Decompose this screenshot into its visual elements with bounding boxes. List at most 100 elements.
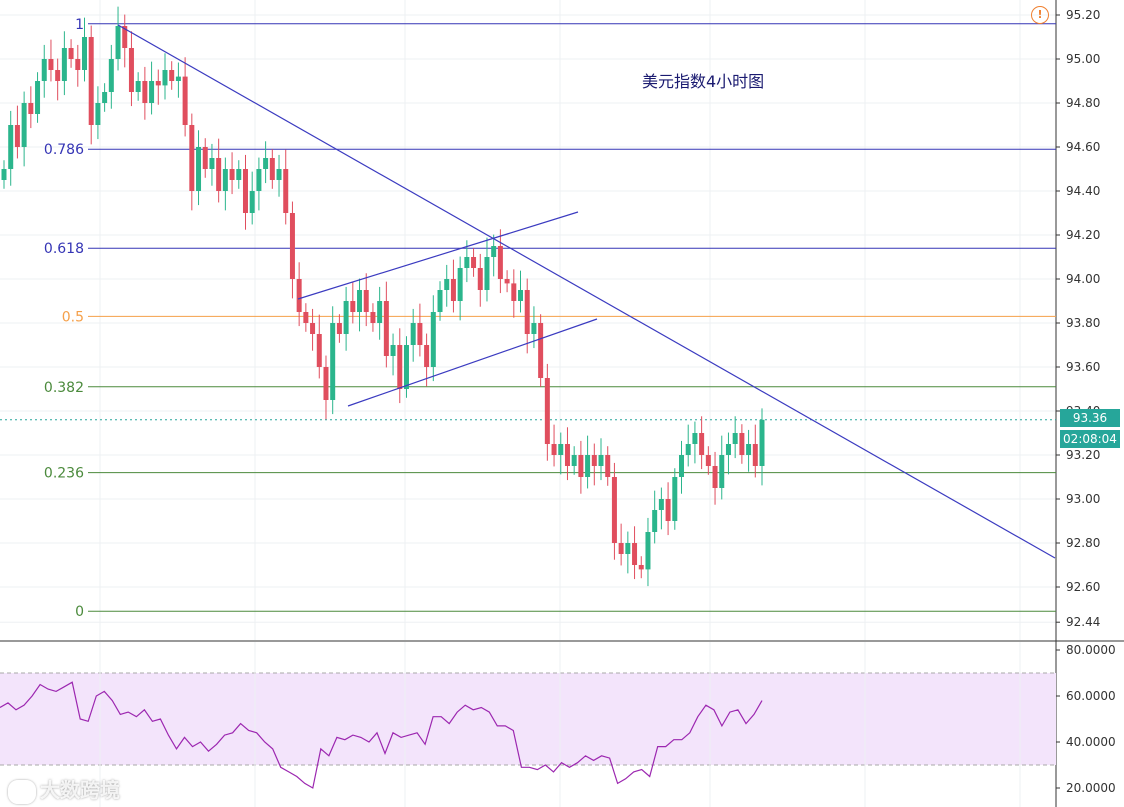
candle-body bbox=[276, 169, 282, 180]
price-tick-label: 94.40 bbox=[1066, 184, 1100, 198]
candle-body bbox=[249, 191, 255, 213]
alert-icon[interactable]: ! bbox=[1031, 6, 1049, 24]
candle-body bbox=[739, 433, 745, 455]
candle-body bbox=[658, 499, 664, 510]
price-tick-label: 94.80 bbox=[1066, 96, 1100, 110]
candle-body bbox=[122, 26, 128, 48]
candle-body bbox=[746, 444, 752, 455]
candle-body bbox=[61, 48, 67, 81]
candle-body bbox=[477, 268, 483, 290]
candle-body bbox=[115, 26, 121, 59]
candle-body bbox=[625, 543, 631, 554]
candle-body bbox=[430, 312, 436, 367]
rsi-tick-label: 20.0000 bbox=[1066, 781, 1116, 795]
candle-body bbox=[464, 257, 470, 268]
fib-level-label: 1 bbox=[75, 17, 84, 33]
candle-body bbox=[357, 290, 363, 312]
candle-body bbox=[196, 147, 202, 191]
candle-body bbox=[531, 323, 537, 334]
candle-body bbox=[48, 59, 54, 70]
fib-level-label: 0.236 bbox=[44, 466, 84, 482]
candle-body bbox=[95, 103, 101, 125]
candle-body bbox=[725, 444, 731, 455]
candle-body bbox=[55, 70, 61, 81]
candle-body bbox=[699, 433, 705, 455]
candle-body bbox=[310, 323, 316, 334]
candle-body bbox=[632, 543, 638, 565]
candle-body bbox=[457, 268, 463, 301]
candle-body bbox=[611, 477, 617, 543]
price-tick-label: 95.00 bbox=[1066, 52, 1100, 66]
candle-body bbox=[598, 455, 604, 466]
candle-body bbox=[283, 169, 289, 213]
candle-body bbox=[679, 455, 685, 477]
channel-lower-line bbox=[347, 318, 598, 407]
candle-body bbox=[149, 81, 155, 103]
candle-body bbox=[719, 455, 725, 488]
candle-body bbox=[135, 81, 141, 92]
candle-body bbox=[544, 378, 550, 444]
candle-body bbox=[269, 158, 275, 180]
price-tick-label: 92.44 bbox=[1066, 615, 1100, 629]
watermark-logo: 大数跨境 bbox=[8, 774, 120, 804]
price-tick-label: 94.60 bbox=[1066, 140, 1100, 154]
candle-body bbox=[705, 455, 711, 466]
candle-body bbox=[81, 37, 87, 70]
candle-body bbox=[28, 103, 34, 114]
candle-body bbox=[585, 455, 591, 477]
candle-body bbox=[263, 158, 269, 169]
candle-body bbox=[538, 323, 544, 378]
channel-upper-line bbox=[297, 211, 579, 300]
price-tick-label: 94.00 bbox=[1066, 272, 1100, 286]
candle-body bbox=[618, 543, 624, 554]
price-tick-label: 92.80 bbox=[1066, 536, 1100, 550]
price-tick-label: 95.20 bbox=[1066, 8, 1100, 22]
candle-body bbox=[450, 279, 456, 301]
candle-body bbox=[484, 257, 490, 290]
candle-body bbox=[571, 455, 577, 466]
candle-body bbox=[591, 455, 597, 466]
candle-body bbox=[336, 323, 342, 334]
candle-body bbox=[383, 301, 389, 356]
rsi-tick-label: 80.0000 bbox=[1066, 643, 1116, 657]
fib-level-label: 0.5 bbox=[62, 309, 84, 325]
candle-body bbox=[1, 169, 7, 180]
candle-body bbox=[410, 323, 416, 345]
candle-body bbox=[370, 312, 376, 323]
candle-body bbox=[638, 565, 644, 570]
candle-body bbox=[175, 76, 181, 81]
rsi-tick-label: 60.0000 bbox=[1066, 689, 1116, 703]
candle-body bbox=[511, 283, 517, 301]
candle-body bbox=[108, 59, 114, 92]
candle-body bbox=[551, 444, 557, 455]
candle-body bbox=[558, 444, 564, 455]
candle-body bbox=[605, 455, 611, 477]
candle-body bbox=[712, 466, 718, 488]
price-tick-label: 92.60 bbox=[1066, 580, 1100, 594]
candle-body bbox=[209, 158, 215, 169]
candle-body bbox=[417, 323, 423, 345]
candle-body bbox=[752, 444, 758, 466]
candle-body bbox=[303, 312, 309, 323]
candle-body bbox=[242, 169, 248, 213]
price-tick-label: 93.20 bbox=[1066, 448, 1100, 462]
candle-body bbox=[685, 444, 691, 455]
candle-body bbox=[142, 81, 148, 103]
candle-body bbox=[444, 279, 450, 290]
candle-body bbox=[75, 59, 81, 70]
candle-body bbox=[471, 257, 477, 268]
candle-body bbox=[564, 444, 570, 466]
candle-body bbox=[692, 433, 698, 444]
chart-title: 美元指数4小时图 bbox=[642, 72, 764, 91]
candle-body bbox=[41, 59, 47, 81]
candle-body bbox=[216, 158, 222, 191]
candle-body bbox=[732, 433, 738, 444]
candle-body bbox=[437, 290, 443, 312]
candle-body bbox=[35, 81, 41, 114]
candle-body bbox=[330, 323, 336, 400]
candle-body bbox=[128, 48, 134, 92]
candle-body bbox=[759, 419, 765, 466]
candle-body bbox=[296, 279, 302, 312]
